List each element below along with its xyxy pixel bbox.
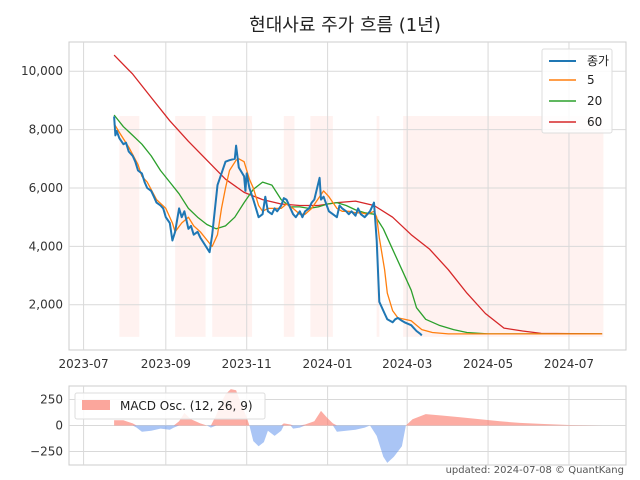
price-y-tick-label: 6,000 bbox=[29, 181, 63, 195]
legend-label-ma20: 20 bbox=[587, 94, 602, 108]
macd-legend: MACD Osc. (12, 26, 9) bbox=[74, 392, 266, 420]
date-x-tick-label: 2023-07 bbox=[59, 357, 109, 371]
date-x-tick-label: 2024-03 bbox=[382, 357, 432, 371]
legend-label-close: 종가 bbox=[587, 54, 609, 68]
date-x-ticks: 2023-07 2023-09 2023-11 2024-01 2024-03 2024-… bbox=[59, 357, 595, 371]
series-line-0 bbox=[113, 116, 423, 337]
macd-legend-label: MACD Osc. (12, 26, 9) bbox=[120, 399, 253, 413]
macd-panel: −250 0 250 MACD Osc. (12, 26, 9) bbox=[30, 385, 627, 466]
price-y-tick-label: 4,000 bbox=[29, 239, 63, 253]
macd-y-tick-label: −250 bbox=[30, 444, 63, 458]
price-y-tick-label: 8,000 bbox=[29, 123, 63, 137]
legend-label-ma5: 5 bbox=[587, 73, 595, 87]
signal-band-3 bbox=[283, 116, 295, 337]
date-x-tick-label: 2023-09 bbox=[141, 357, 191, 371]
macd-legend-box bbox=[74, 392, 266, 420]
signal-band-6 bbox=[403, 116, 604, 337]
signal-band-0 bbox=[119, 116, 140, 337]
legend-label-ma60: 60 bbox=[587, 115, 602, 129]
price-series bbox=[113, 54, 603, 337]
price-legend: 종가 5 20 60 bbox=[541, 48, 613, 134]
price-y-ticks: 2,000 4,000 6,000 8,000 10,000 bbox=[21, 64, 63, 312]
date-x-tick-label: 2024-05 bbox=[463, 357, 513, 371]
date-x-tick-label: 2024-01 bbox=[303, 357, 353, 371]
date-x-tick-label: 2024-07 bbox=[544, 357, 594, 371]
price-y-tick-label: 2,000 bbox=[29, 298, 63, 312]
legend-box bbox=[541, 48, 613, 134]
chart-title: 현대사료 주가 흐름 (1년) bbox=[249, 15, 441, 36]
macd-legend-swatch bbox=[82, 400, 110, 410]
series-line-1 bbox=[113, 123, 603, 335]
date-x-tick-label: 2023-11 bbox=[222, 357, 272, 371]
signal-band-4 bbox=[310, 116, 333, 337]
price-y-tick-label: 10,000 bbox=[21, 64, 63, 78]
footer-credit: updated: 2024-07-08 © QuantKang bbox=[446, 465, 624, 476]
macd-y-tick-label: 0 bbox=[55, 419, 63, 433]
price-grid bbox=[69, 42, 626, 350]
macd-y-ticks: −250 0 250 bbox=[30, 393, 63, 459]
price-panel-frame bbox=[68, 41, 627, 351]
macd-y-tick-label: 250 bbox=[40, 393, 63, 407]
series-line-2 bbox=[113, 114, 603, 335]
